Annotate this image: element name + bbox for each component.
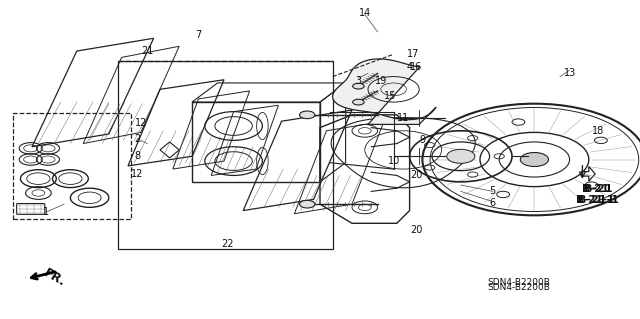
Text: 4: 4 [406, 62, 413, 72]
Text: 19: 19 [374, 76, 387, 86]
Text: 12: 12 [134, 118, 147, 128]
Text: B-21
B-21-1: B-21 B-21-1 [576, 184, 614, 205]
Circle shape [300, 111, 315, 119]
Text: 9: 9 [419, 135, 426, 145]
Text: 17: 17 [406, 49, 419, 59]
Text: 16: 16 [410, 62, 422, 72]
Text: SDN4-B2200B: SDN4-B2200B [487, 283, 550, 292]
Text: 14: 14 [358, 8, 371, 18]
Text: 13: 13 [563, 68, 576, 78]
Text: 1: 1 [43, 207, 49, 217]
Text: 21: 21 [141, 46, 154, 56]
Text: B-21
B-21-1: B-21 B-21-1 [578, 184, 619, 205]
Text: 7: 7 [195, 30, 202, 40]
Text: 18: 18 [592, 126, 605, 136]
Text: SDN4-B2200B: SDN4-B2200B [487, 278, 550, 287]
Text: 10: 10 [387, 156, 400, 166]
Circle shape [353, 83, 364, 89]
Text: 6: 6 [490, 197, 496, 208]
Text: 22: 22 [221, 239, 234, 249]
Bar [118, 61, 333, 249]
Text: 11: 11 [397, 113, 410, 123]
Circle shape [520, 152, 548, 167]
Text: 2: 2 [134, 134, 141, 144]
Text: 8: 8 [134, 151, 141, 161]
Text: 5: 5 [490, 186, 496, 197]
Text: FR.: FR. [41, 266, 68, 289]
Polygon shape [581, 167, 595, 181]
Circle shape [353, 99, 364, 105]
Circle shape [300, 200, 315, 208]
Text: 12: 12 [131, 169, 144, 179]
Text: 20: 20 [410, 170, 422, 181]
Text: 15: 15 [384, 91, 397, 101]
Circle shape [447, 149, 475, 163]
Polygon shape [333, 59, 436, 124]
Bar [13, 113, 131, 219]
Text: 20: 20 [410, 225, 422, 235]
Text: 3: 3 [355, 76, 362, 86]
